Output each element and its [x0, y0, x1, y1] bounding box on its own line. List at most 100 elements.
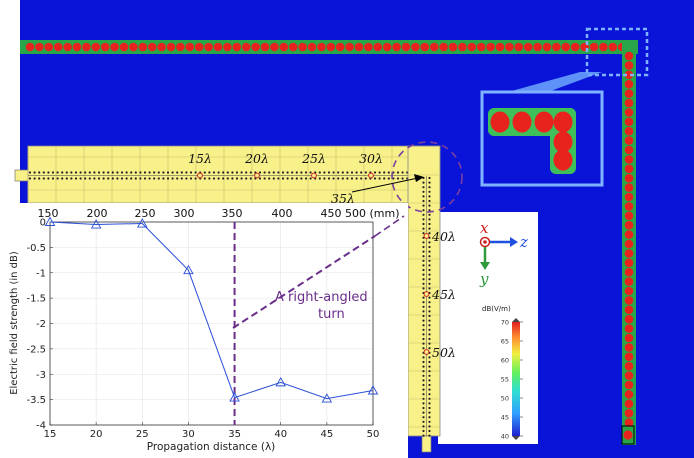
strip-element	[185, 177, 188, 180]
vertical-element	[428, 365, 431, 368]
strip-element	[84, 177, 87, 180]
strip-element	[387, 171, 390, 174]
strip-element	[396, 171, 400, 174]
vertical-element	[428, 434, 431, 437]
vertical-element	[422, 429, 425, 433]
vertical-distance-label: 50λ	[432, 345, 456, 360]
strip-element	[268, 177, 271, 180]
vertical-strip-labels: 40λ 45λ 50λ	[423, 229, 456, 360]
series-marker	[183, 264, 194, 275]
strip-element	[203, 177, 206, 180]
inset-field-peak	[490, 111, 510, 133]
vertical-element	[422, 324, 425, 327]
strip-element	[245, 171, 248, 174]
x-tick-label: 40	[274, 429, 287, 440]
vertical-element	[428, 337, 431, 341]
strip-marker	[254, 172, 260, 179]
field-peak	[624, 418, 634, 427]
vertical-element	[422, 328, 425, 331]
strip-element	[341, 171, 344, 174]
vertical-element	[428, 310, 431, 313]
vertical-element	[428, 181, 431, 184]
vertical-element	[422, 393, 425, 396]
x-axis-title: Propagation distance (λ)	[147, 441, 276, 453]
field-peak	[624, 277, 634, 286]
vertical-element	[422, 213, 425, 216]
strip-element	[212, 171, 216, 174]
vertical-element	[428, 273, 431, 276]
vertical-element	[422, 195, 425, 198]
mm-tick-label: 250	[135, 207, 156, 220]
vertical-element	[428, 218, 431, 221]
vertical-element	[422, 209, 425, 212]
vertical-element	[422, 204, 425, 207]
vertical-element	[428, 255, 431, 258]
strip-element	[125, 177, 128, 180]
vertical-element	[428, 204, 431, 207]
field-peak	[326, 42, 336, 52]
vertical-element	[422, 370, 425, 373]
strip-element	[300, 177, 303, 180]
vertical-element	[428, 176, 431, 180]
vertical-element	[428, 209, 431, 212]
vertical-element	[428, 360, 431, 364]
y-tick-label: -2	[36, 319, 46, 330]
field-peak	[223, 42, 232, 52]
strip-element	[194, 171, 197, 174]
strip-element	[93, 171, 96, 174]
sim-field-horizontal	[25, 42, 627, 52]
vertical-element	[422, 347, 425, 350]
field-peak	[63, 42, 72, 52]
strip-element	[383, 177, 386, 180]
vertical-element	[428, 232, 431, 235]
sim-field-vertical	[623, 51, 634, 440]
field-peak	[119, 42, 129, 52]
vertical-element	[428, 195, 431, 198]
series-marker	[137, 218, 148, 228]
chart-background	[0, 203, 408, 458]
field-peak	[624, 155, 634, 164]
annotation-line1: A right-angled	[275, 290, 368, 305]
mm-tick-label: 400	[272, 207, 293, 220]
vertical-element	[428, 388, 431, 391]
strip-element	[84, 171, 87, 174]
strip-element	[240, 177, 243, 180]
vertical-element	[428, 305, 431, 308]
field-peak	[624, 239, 634, 249]
strip-element	[97, 171, 101, 174]
field-peak	[288, 42, 298, 52]
strip-labels: 15λ 20λ 25λ 30λ 35λ	[188, 151, 383, 206]
field-peak	[147, 42, 157, 52]
vertical-element	[428, 402, 431, 405]
strip-element	[323, 171, 326, 174]
colorbar-tick-label: 40	[501, 433, 509, 441]
corner-highlight-circle	[391, 141, 463, 213]
vertical-element	[422, 218, 425, 221]
vertical-element	[428, 347, 431, 350]
strip-element	[166, 177, 170, 180]
strip-element	[387, 177, 390, 180]
vertical-element	[428, 319, 431, 322]
vertical-marker	[423, 349, 430, 355]
strip-element	[120, 177, 124, 180]
vertical-element	[428, 268, 431, 272]
field-peak	[624, 211, 634, 221]
inset-field-peak	[553, 149, 573, 171]
strip-element	[153, 171, 156, 174]
mm-tick-label: 200	[87, 207, 108, 220]
strip-element	[134, 171, 137, 174]
strip-element	[116, 171, 119, 174]
mm-tick-label: 150	[38, 207, 59, 220]
field-peak	[129, 42, 138, 52]
zoom-source-box	[585, 27, 649, 77]
vertical-element	[422, 314, 425, 318]
x-tick-label: 15	[44, 429, 57, 440]
field-peak	[624, 192, 634, 202]
vertical-element	[422, 379, 425, 382]
strip-element	[327, 177, 331, 180]
strip-element	[235, 177, 239, 180]
vertical-element	[422, 250, 425, 253]
strip-element	[33, 171, 36, 174]
vertical-element	[428, 278, 431, 281]
field-peak	[110, 42, 119, 52]
